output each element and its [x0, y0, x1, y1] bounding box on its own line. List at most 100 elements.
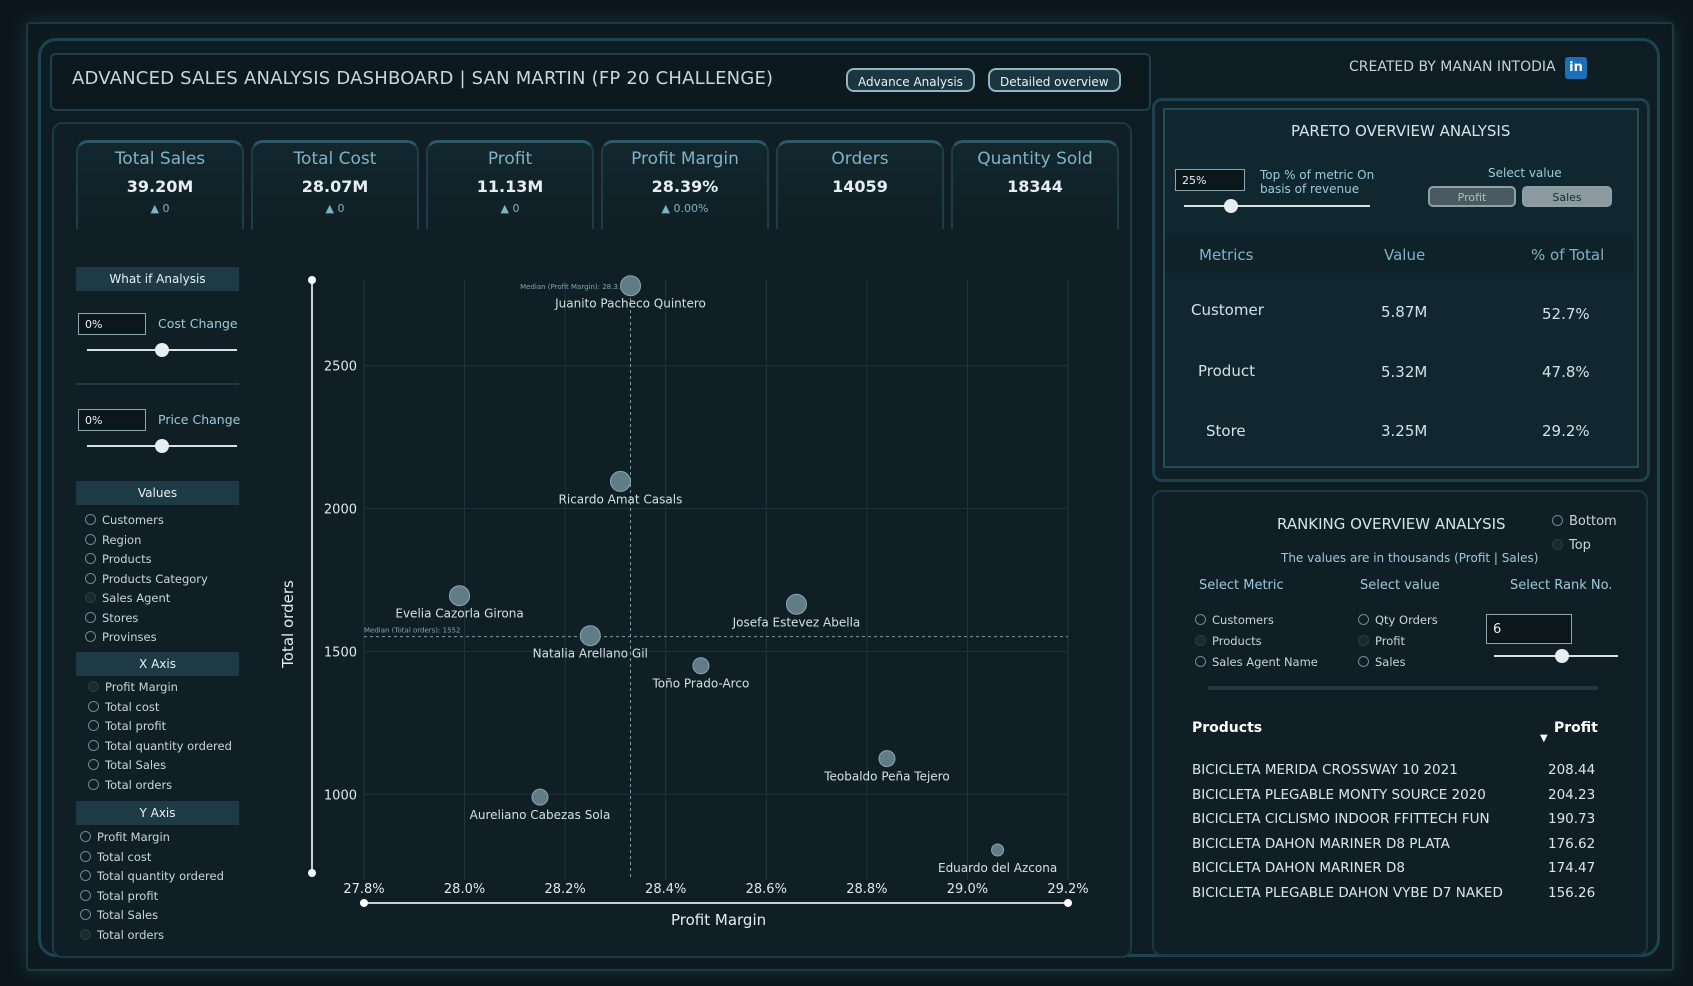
xaxis-option[interactable]: Profit Margin — [88, 680, 178, 694]
ranking-bottom-radio[interactable]: Bottom — [1552, 514, 1617, 529]
kpi-quantity-sold: Quantity Sold 18344 — [951, 140, 1119, 229]
radio-label: Bottom — [1569, 514, 1617, 529]
ranking-metric-option[interactable]: Sales Agent Name — [1195, 655, 1318, 669]
radio-label: Top — [1569, 538, 1591, 553]
xaxis-option[interactable]: Total profit — [88, 719, 166, 733]
kpi-delta: ▲ 0.00% — [661, 202, 709, 215]
ranking-col-profit[interactable]: Profit — [1554, 720, 1598, 736]
yaxis-option[interactable]: Total Sales — [80, 908, 158, 922]
values-option[interactable]: Customers — [85, 513, 164, 527]
xaxis-option[interactable]: Total quantity ordered — [88, 739, 232, 753]
radio-circle-icon — [88, 759, 99, 770]
radio-circle-icon — [85, 514, 96, 525]
rank-slider-handle[interactable] — [1555, 649, 1570, 663]
yaxis-option[interactable]: Profit Margin — [80, 830, 170, 844]
y-axis-label: Total orders — [278, 580, 297, 668]
values-option[interactable]: Region — [85, 533, 141, 547]
ranking-metric-option[interactable]: Customers — [1195, 613, 1274, 627]
values-option[interactable]: Products Category — [85, 572, 208, 586]
price-change-label: Price Change — [158, 412, 241, 427]
ranking-value-option[interactable]: Profit — [1358, 634, 1405, 648]
ranking-row-value: 176.62 — [1548, 835, 1596, 852]
ranking-divider — [1208, 686, 1598, 690]
pareto-row-metric: Customer — [1191, 301, 1264, 319]
pareto-row-metric: Store — [1206, 422, 1246, 440]
radio-label: Profit Margin — [97, 830, 170, 844]
pareto-profit-button[interactable]: Profit — [1428, 186, 1516, 207]
ranking-row-name: BICICLETA CICLISMO INDOOR FFITTECH FUN — [1192, 811, 1490, 827]
kpi-title: Total Sales — [114, 149, 206, 169]
pareto-row-value: 5.87M — [1381, 303, 1428, 321]
ranking-metric-option[interactable]: Products — [1195, 634, 1262, 648]
radio-label: Total Sales — [97, 908, 159, 922]
yaxis-option[interactable]: Total profit — [80, 889, 158, 903]
values-title: Values — [76, 481, 239, 505]
kpi-title: Profit — [487, 149, 533, 169]
values-option[interactable]: Products — [85, 552, 152, 566]
radio-circle-icon — [1195, 614, 1206, 625]
xaxis-option[interactable]: Total cost — [88, 700, 159, 714]
radio-label: Total quantity ordered — [97, 869, 224, 883]
radio-circle-icon — [88, 778, 99, 790]
values-option[interactable]: Stores — [85, 611, 138, 625]
radio-label: Qty Orders — [1375, 613, 1438, 627]
pareto-slider-track[interactable] — [1184, 205, 1370, 207]
radio-circle-icon — [1358, 635, 1369, 646]
cost-change-input[interactable]: 0% — [78, 313, 146, 335]
detailed-overview-button[interactable]: Detailed overview — [988, 68, 1121, 92]
ranking-row-name: BICICLETA PLEGABLE MONTY SOURCE 2020 — [1192, 786, 1486, 803]
yaxis-title: Y Axis — [76, 801, 239, 825]
radio-circle-icon — [88, 700, 99, 712]
kpi-title: Profit Margin — [631, 149, 739, 169]
kpi-delta: ▲ 0 — [325, 202, 345, 215]
whatif-title: What if Analysis — [76, 267, 239, 291]
values-option[interactable]: Provinses — [85, 630, 157, 644]
kpi-total-sales: Total Sales 39.20M ▲ 0 — [76, 140, 244, 229]
pareto-sales-button[interactable]: Sales — [1522, 186, 1612, 207]
radio-label: Profit — [1375, 634, 1405, 648]
kpi-title: Total Cost — [293, 149, 377, 169]
cost-slider-handle[interactable] — [155, 343, 169, 357]
kpi-profit-margin: Profit Margin 28.39% ▲ 0.00% — [601, 140, 769, 229]
pareto-card — [1163, 108, 1639, 468]
kpi-value: 28.39% — [651, 177, 719, 196]
yaxis-option[interactable]: Total cost — [80, 850, 151, 864]
xaxis-option[interactable]: Total orders — [88, 778, 172, 792]
creator-label: CREATED BY MANAN INTODIA — [1349, 59, 1556, 75]
radio-circle-icon — [85, 611, 96, 623]
page-title: ADVANCED SALES ANALYSIS DASHBOARD | SAN … — [72, 68, 774, 89]
yaxis-option[interactable]: Total orders — [80, 928, 164, 942]
pareto-top-input[interactable]: 25% — [1175, 169, 1245, 191]
values-option[interactable]: Sales Agent — [85, 591, 170, 605]
select-rank-label: Select Rank No. — [1510, 578, 1613, 593]
ranking-row-name: BICICLETA PLEGABLE DAHON VYBE D7 NAKED — [1192, 884, 1503, 901]
pareto-row-pct: 47.8% — [1542, 363, 1590, 381]
pareto-slider-handle[interactable] — [1223, 199, 1238, 213]
radio-label: Total profit — [97, 888, 159, 903]
xaxis-option[interactable]: Total Sales — [88, 758, 166, 772]
pareto-row-value: 3.25M — [1381, 422, 1428, 440]
radio-circle-icon — [80, 831, 91, 842]
advance-analysis-button[interactable]: Advance Analysis — [846, 68, 975, 92]
ranking-top-radio[interactable]: Top — [1552, 538, 1591, 553]
price-slider-handle[interactable] — [155, 439, 169, 453]
radio-label: Total cost — [105, 699, 160, 714]
rank-number-input[interactable]: 6 — [1486, 614, 1572, 644]
radio-circle-icon — [1552, 515, 1563, 526]
pareto-title: PARETO OVERVIEW ANALYSIS — [1291, 122, 1511, 140]
analysis-panel — [52, 122, 1132, 958]
ranking-panel — [1152, 490, 1648, 956]
kpi-value: 11.13M — [476, 177, 544, 196]
radio-label: Sales Agent Name — [1212, 655, 1318, 669]
radio-label: Total orders — [105, 777, 173, 792]
ranking-value-option[interactable]: Qty Orders — [1358, 613, 1438, 627]
price-change-input[interactable]: 0% — [78, 409, 146, 431]
ranking-value-option[interactable]: Sales — [1358, 655, 1406, 669]
select-metric-label: Select Metric — [1199, 578, 1284, 593]
radio-circle-icon — [80, 870, 91, 881]
pareto-top-label: Top % of metric On basis of revenue — [1260, 168, 1375, 196]
sort-desc-icon[interactable]: ▼ — [1540, 733, 1548, 744]
linkedin-icon[interactable]: in — [1565, 57, 1587, 79]
ranking-row-value: 204.23 — [1548, 786, 1596, 803]
yaxis-option[interactable]: Total quantity ordered — [80, 869, 224, 883]
